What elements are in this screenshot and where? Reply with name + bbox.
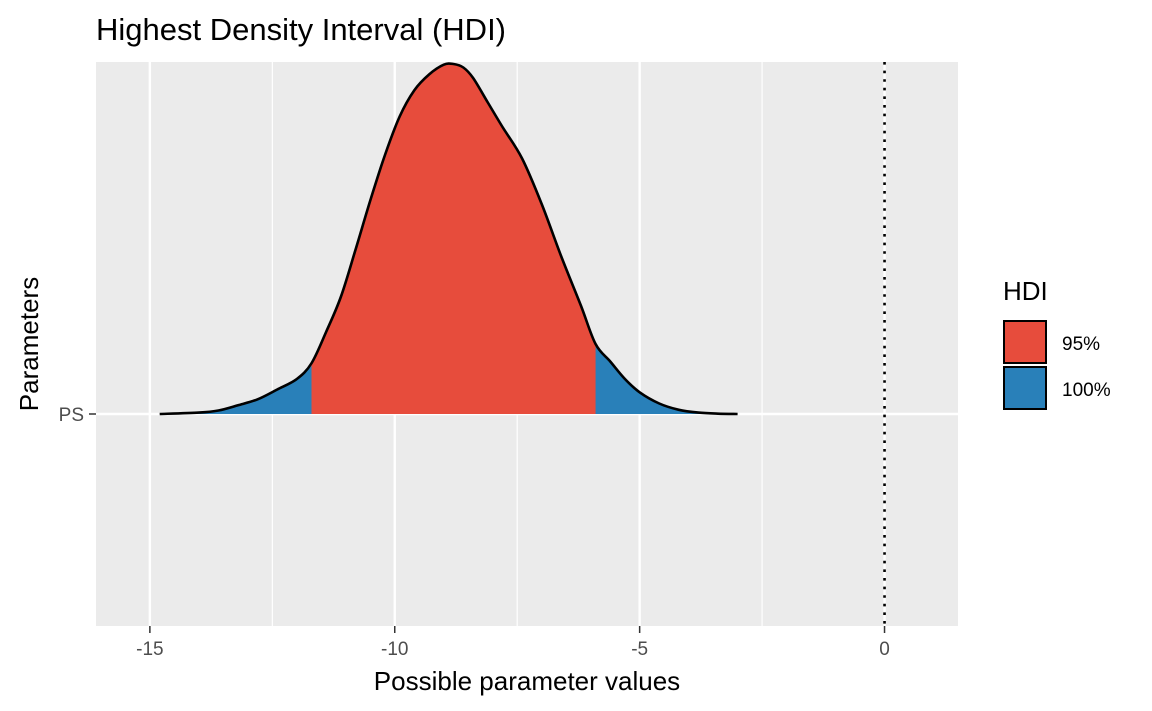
- y-tick-label: PS: [59, 405, 84, 426]
- x-tick-label: -10: [381, 639, 408, 660]
- hdi-95-area: [311, 63, 596, 415]
- x-axis-title: Possible parameter values: [374, 666, 680, 696]
- density-outline: [159, 62, 738, 416]
- legend-label-100: 100%: [1062, 380, 1111, 401]
- legend: HDI 95% 100%: [1003, 276, 1111, 410]
- legend-key-100: [1003, 366, 1047, 410]
- y-axis-title: Parameters: [14, 277, 44, 411]
- chart-title: Highest Density Interval (HDI): [96, 12, 506, 47]
- x-axis: -15 -10 -5 0: [136, 626, 890, 660]
- legend-key-95: [1003, 320, 1047, 364]
- y-axis: PS: [59, 405, 96, 426]
- x-tick-label: 0: [879, 639, 890, 660]
- x-tick-label: -15: [136, 639, 163, 660]
- legend-title: HDI: [1003, 276, 1048, 306]
- legend-label-95: 95%: [1062, 334, 1100, 355]
- x-tick-label: -5: [631, 639, 648, 660]
